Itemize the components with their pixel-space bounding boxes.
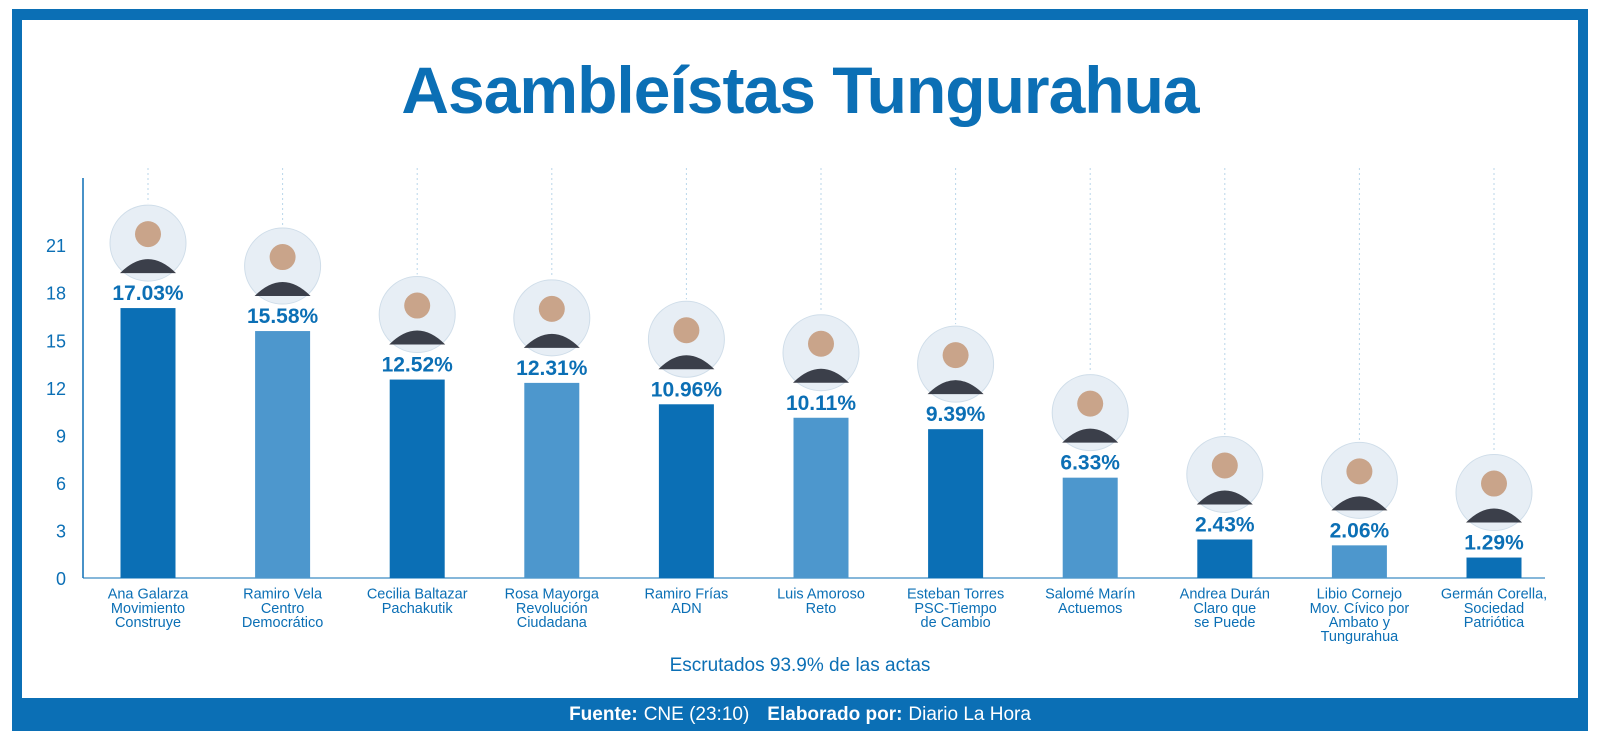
value-label: 1.29% <box>1464 532 1524 555</box>
candidate-photo-head <box>808 330 834 357</box>
chart-title: Asambleístas Tungurahua <box>401 53 1199 127</box>
value-label: 2.06% <box>1330 519 1390 542</box>
source-value: CNE (23:10) <box>643 703 750 725</box>
candidate-photo-head <box>269 244 296 271</box>
category-label: Ramiro Vela <box>243 587 323 603</box>
category-label: Reto <box>806 601 837 617</box>
category-label: ADN <box>671 601 702 617</box>
bar <box>120 308 176 578</box>
category-label: Mov. Cívico por <box>1310 601 1410 617</box>
category-label: PSC-Tiempo <box>914 601 996 617</box>
candidate-photo-head <box>538 295 565 322</box>
category-label: Luis Amoroso <box>777 587 865 603</box>
candidate-photo-head <box>135 221 161 248</box>
bar <box>1331 545 1387 578</box>
y-tick-label: 3 <box>56 521 66 541</box>
category-label: Democrático <box>242 615 323 631</box>
candidate-photo-head <box>404 292 431 319</box>
category-label: Ramiro Frías <box>645 587 729 603</box>
candidate-photo-body <box>1466 508 1522 523</box>
category-label: Germán Corella, <box>1441 587 1547 603</box>
category-label: Rosa Mayorga <box>505 587 600 603</box>
category-label: Esteban Torres <box>907 587 1004 603</box>
value-label: 6.33% <box>1060 452 1120 475</box>
bar <box>389 379 445 578</box>
candidate-photo-body <box>389 330 446 345</box>
category-label: Centro <box>261 601 305 617</box>
category-label: de Cambio <box>921 615 991 631</box>
y-tick-label: 18 <box>46 284 66 304</box>
value-label: 2.43% <box>1195 513 1255 536</box>
value-label: 17.03% <box>112 282 184 305</box>
category-label: Ana Galarza <box>108 587 190 603</box>
category-label: Patriótica <box>1464 615 1525 631</box>
bar <box>928 429 984 578</box>
candidate-photo-head <box>673 317 700 344</box>
candidate-photo-head <box>1346 458 1373 485</box>
candidate-photo-head <box>1481 470 1507 497</box>
category-label: se Puede <box>1194 615 1255 631</box>
category-label: Claro que <box>1193 601 1256 617</box>
candidate-photo-body <box>1331 496 1388 511</box>
y-tick-label: 15 <box>46 331 66 351</box>
category-label: Pachakutik <box>382 601 454 617</box>
author-label: Elaborado por: <box>767 703 903 725</box>
category-label: Revolución <box>516 601 588 617</box>
category-label: Andrea Durán <box>1180 587 1270 603</box>
category-label: Cecilia Baltazar <box>367 587 468 603</box>
candidate-photo-head <box>942 342 969 369</box>
category-label: Tungurahua <box>1321 629 1400 645</box>
bar <box>793 417 849 578</box>
bar <box>524 382 580 578</box>
author-value: Diario La Hora <box>908 703 1031 725</box>
chart-note: Escrutados 93.9% de las actas <box>669 655 931 676</box>
footer-bar: Fuente: CNE (23:10) Elaborado por: Diari… <box>12 698 1588 731</box>
candidate-photo-head <box>1077 390 1104 417</box>
category-label: Sociedad <box>1464 601 1524 617</box>
candidate-photo-body <box>254 282 311 297</box>
candidate-photo-body <box>523 333 580 348</box>
candidate-photo-body <box>793 368 849 383</box>
bar <box>1466 557 1522 578</box>
y-tick-label: 6 <box>56 474 66 494</box>
value-label: 15.58% <box>247 305 319 328</box>
candidate-photo-body <box>1196 490 1253 505</box>
source-label: Fuente: <box>569 703 638 725</box>
bar <box>255 331 311 578</box>
candidate-photo-head <box>1211 452 1238 479</box>
candidate-photo-body <box>927 380 984 395</box>
category-label: Movimiento <box>111 601 185 617</box>
category-label: Actuemos <box>1058 601 1122 617</box>
value-label: 12.31% <box>516 357 588 380</box>
category-label: Salomé Marín <box>1045 587 1135 603</box>
value-label: 12.52% <box>382 354 454 377</box>
category-label: Libio Cornejo <box>1317 587 1402 603</box>
value-label: 9.39% <box>926 403 986 426</box>
candidate-photo-body <box>120 259 176 274</box>
category-label: Ambato y <box>1329 615 1391 631</box>
candidate-photo-body <box>658 355 715 370</box>
y-tick-label: 0 <box>56 569 66 589</box>
y-tick-label: 9 <box>56 426 66 446</box>
category-label: Ciudadana <box>517 615 588 631</box>
y-tick-label: 21 <box>46 236 66 256</box>
bar <box>658 404 714 578</box>
value-label: 10.11% <box>786 392 856 415</box>
category-label: Construye <box>115 615 181 631</box>
y-tick-label: 12 <box>46 379 66 399</box>
candidate-photo-body <box>1062 428 1119 443</box>
bar <box>1197 539 1253 578</box>
value-label: 10.96% <box>651 378 723 401</box>
bar <box>1062 477 1118 578</box>
